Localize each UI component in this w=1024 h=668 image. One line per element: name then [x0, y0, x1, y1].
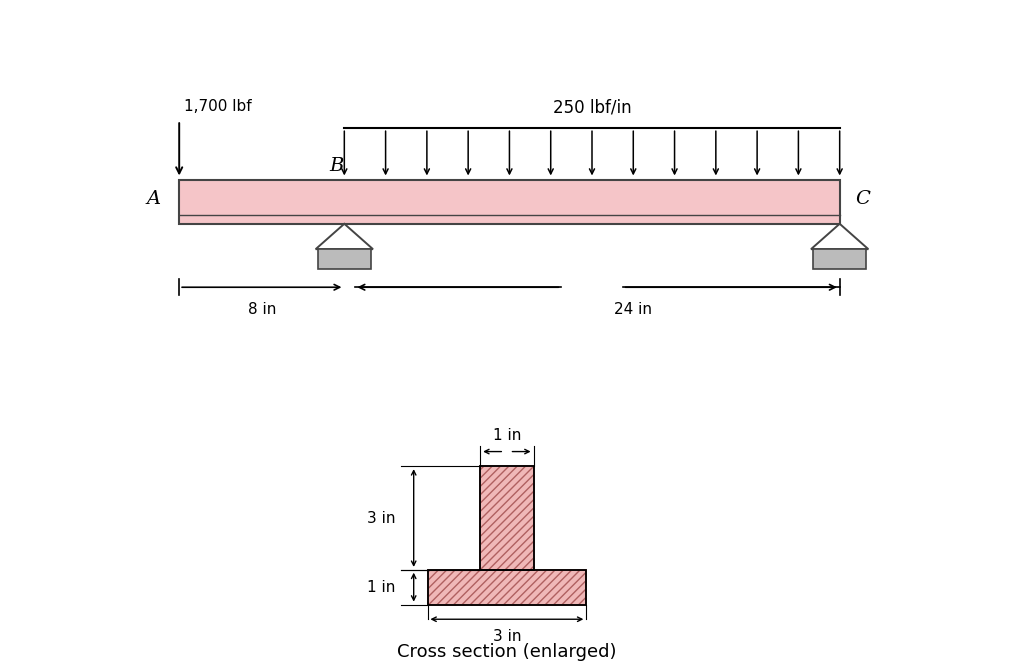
Text: 3 in: 3 in	[367, 510, 395, 526]
Text: 8 in: 8 in	[248, 302, 275, 317]
Text: 24 in: 24 in	[614, 302, 652, 317]
Bar	[428, 570, 586, 605]
Text: 250 lbf/in: 250 lbf/in	[553, 98, 632, 116]
Text: 3 in: 3 in	[493, 629, 521, 644]
Text: Cross section (enlarged): Cross section (enlarged)	[397, 643, 616, 661]
Text: 1 in: 1 in	[493, 428, 521, 443]
Bar	[428, 570, 586, 605]
Text: A: A	[146, 190, 161, 208]
Bar	[480, 466, 534, 570]
Bar	[480, 466, 534, 570]
Bar	[813, 249, 866, 269]
Text: B: B	[329, 157, 343, 175]
Text: 1 in: 1 in	[367, 580, 395, 595]
Text: 1,700 lbf: 1,700 lbf	[184, 99, 252, 114]
Bar	[317, 249, 371, 269]
Text: C: C	[855, 190, 869, 208]
Bar	[179, 180, 840, 224]
